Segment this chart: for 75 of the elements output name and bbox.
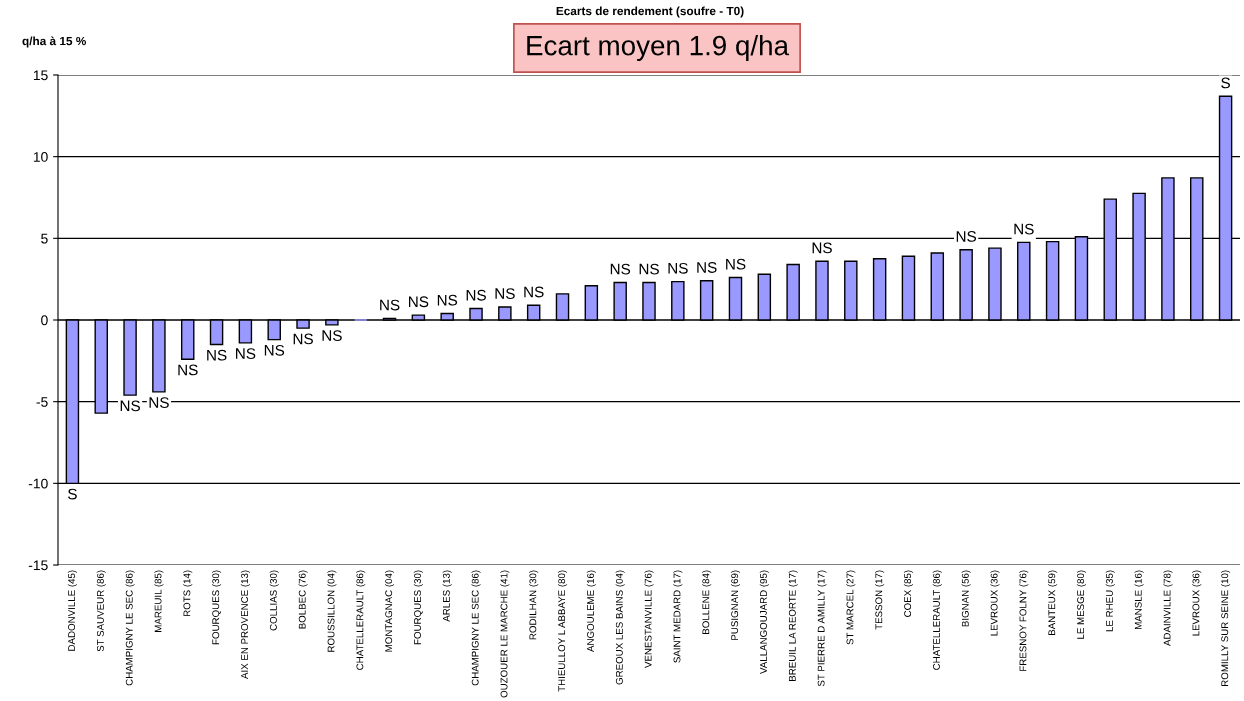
x-tick-label: ST SAUVEUR (86) bbox=[96, 570, 106, 652]
x-tick-label: LE MESGE (80) bbox=[1076, 570, 1086, 639]
x-tick-label: THIEULLOY L ABBAYE (80) bbox=[557, 570, 568, 692]
x-tick-label: BOLBEC (76) bbox=[298, 570, 308, 629]
y-tick-label: -5 bbox=[36, 397, 48, 407]
text: Ecart moyen 1.9 q/ha bbox=[527, 35, 790, 61]
y-tick-label: 10 bbox=[33, 152, 48, 162]
data-label: NS bbox=[236, 348, 256, 359]
x-tick-label: BIGNAN (56) bbox=[961, 570, 971, 627]
x-tick-label: FOURQUES (30) bbox=[212, 570, 222, 645]
x-tick-label: MANSLE (16) bbox=[1134, 570, 1144, 630]
x-tick-label: DADONVILLE (45) bbox=[67, 570, 77, 651]
x-tick-label: BREUIL LA REORTE (17) bbox=[788, 570, 798, 681]
x-tick-label: CHAMPIGNY LE SEC (86) bbox=[471, 570, 481, 686]
data-label: NS bbox=[668, 262, 688, 274]
x-tick-label: FOURQUES (30) bbox=[413, 570, 423, 645]
chart-title: Ecarts de rendement (soufre - T0) bbox=[556, 6, 744, 18]
x-tick-label: SAINT MEDARD (17) bbox=[673, 570, 683, 663]
x-tick-label: LEVROUX (36) bbox=[990, 570, 1000, 636]
x-tick-label: BOLLENE (84) bbox=[702, 570, 712, 634]
data-label: NS bbox=[812, 242, 832, 254]
y-tick-label: -15 bbox=[28, 560, 48, 571]
x-tick-label: RODILHAN (30) bbox=[529, 570, 539, 640]
x-tick-label: MONTAGNAC (04) bbox=[385, 570, 395, 652]
x-tick-label: COEX (85) bbox=[903, 570, 913, 617]
x-tick-label: CHATELLERAULT (86) bbox=[932, 570, 942, 670]
x-tick-label: LEVROUX (36) bbox=[1192, 570, 1202, 636]
x-tick-label: ROTS (14) bbox=[183, 570, 193, 617]
x-tick-label: VALLANGOUJARD (95) bbox=[759, 570, 769, 674]
x-tick-label: VENESTANVILLE (76) bbox=[644, 570, 654, 668]
y-axis-title: q/ha à 15 % bbox=[22, 36, 86, 48]
data-label: NS bbox=[120, 400, 140, 412]
x-tick-label: ROUSSILLON (04) bbox=[327, 570, 337, 652]
x-tick-label: ADAINVILLE (78) bbox=[1163, 570, 1173, 647]
data-label: NS bbox=[207, 349, 227, 361]
y-tick-label: 0 bbox=[41, 315, 48, 326]
data-label: NS bbox=[466, 289, 486, 301]
x-tick-label: AIX EN PROVENCE (13) bbox=[240, 570, 250, 679]
x-tick-label: CHATELLERAULT (86) bbox=[356, 570, 366, 670]
data-label: NS bbox=[409, 296, 429, 308]
data-label: NS bbox=[495, 288, 515, 300]
y-tick-label: -10 bbox=[28, 478, 48, 489]
data-label: NS bbox=[380, 299, 400, 311]
data-label: NS bbox=[293, 333, 313, 345]
x-tick-label: FRESNOY FOLNY (76) bbox=[1019, 570, 1029, 671]
x-tick-label: ST PIERRE D AMILLY (17) bbox=[817, 570, 827, 687]
x-tick-label: TESSON (17) bbox=[875, 570, 885, 630]
data-label: NS bbox=[149, 397, 169, 408]
data-label: NS bbox=[524, 286, 544, 298]
data-label: NS bbox=[437, 294, 458, 306]
x-tick-label: ANGOULEME (16) bbox=[586, 570, 596, 652]
data-label: NS bbox=[726, 258, 746, 270]
data-label: NS bbox=[697, 262, 717, 273]
x-tick-label: COLLIAS (30) bbox=[269, 570, 279, 631]
x-tick-label: PUSIGNAN (69) bbox=[730, 570, 741, 640]
data-label: NS bbox=[1014, 223, 1034, 235]
x-tick-label: ST MARCEL (27) bbox=[846, 570, 856, 645]
y-tick-label: 5 bbox=[41, 233, 48, 244]
data-label: NS bbox=[178, 364, 198, 376]
data-label: S bbox=[68, 488, 77, 500]
data-label: NS bbox=[956, 231, 977, 242]
x-tick-label: BANTEUX (59) bbox=[1048, 570, 1058, 635]
data-label: S bbox=[1221, 77, 1230, 89]
x-tick-label: MAREUIL (85) bbox=[154, 570, 164, 632]
x-tick-label: GREOUX LES BAINS (04) bbox=[615, 570, 625, 685]
data-label: NS bbox=[322, 330, 342, 342]
data-label: NS bbox=[264, 344, 285, 356]
data-label: NS bbox=[639, 263, 659, 275]
x-tick-label: LE RHEU (35) bbox=[1105, 570, 1115, 632]
x-tick-label: CHAMPIGNY LE SEC (86) bbox=[125, 570, 135, 686]
x-tick-label: OUZOUER LE MARCHE (41) bbox=[500, 570, 510, 698]
y-tick-label: 15 bbox=[33, 70, 48, 81]
x-tick-label: ARLES (13) bbox=[442, 570, 452, 622]
data-label: NS bbox=[610, 263, 631, 275]
x-tick-label: ROMILLY SUR SEINE (10) bbox=[1221, 570, 1231, 686]
